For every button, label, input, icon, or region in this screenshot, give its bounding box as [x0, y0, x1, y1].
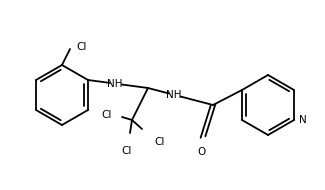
Text: O: O	[197, 147, 205, 157]
Text: Cl: Cl	[154, 137, 164, 147]
Text: NH: NH	[166, 90, 182, 100]
Text: Cl: Cl	[122, 146, 132, 156]
Text: NH: NH	[107, 79, 123, 89]
Text: Cl: Cl	[76, 42, 86, 52]
Text: Cl: Cl	[102, 110, 112, 120]
Text: N: N	[299, 115, 307, 125]
